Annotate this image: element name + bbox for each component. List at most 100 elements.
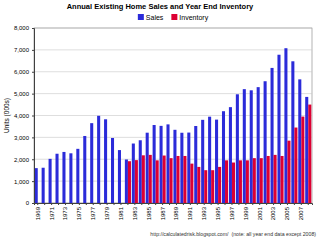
x-tick-label: 1989 (173, 206, 179, 220)
x-tick (238, 203, 239, 205)
bar (97, 116, 100, 203)
series-0 (35, 48, 309, 203)
x-tick-label: 1985 (146, 206, 152, 220)
bar (218, 167, 221, 203)
bar (190, 164, 193, 203)
bar (180, 133, 183, 203)
x-tick: 2003 (270, 203, 276, 220)
x-tick: 1983 (132, 203, 138, 220)
x-tick-mark (58, 203, 59, 205)
x-tick-mark (148, 203, 149, 205)
y-tick-label: 7,000 (14, 47, 30, 53)
x-tick (211, 203, 212, 205)
bar (208, 117, 211, 203)
x-tick-label: 1971 (49, 206, 55, 220)
bar (76, 149, 79, 203)
bar (201, 120, 204, 203)
x-tick-label: 1987 (160, 206, 166, 220)
y-axis: 01,0002,0003,0004,0005,0006,0007,0008,00… (14, 25, 35, 206)
x-tick-label: 2003 (270, 206, 276, 220)
x-tick-mark (169, 203, 170, 205)
x-tick: 1987 (160, 203, 166, 220)
bar (271, 68, 274, 203)
footnote: http://calculatedrisk.blogspot.com/(note… (150, 231, 316, 237)
x-tick-label: 1993 (201, 206, 207, 220)
legend-label: Sales (146, 14, 164, 21)
bar (156, 160, 159, 203)
y-tick-label: 4,000 (14, 113, 30, 119)
legend-swatch (171, 14, 177, 20)
y-tick: 4,000 (14, 113, 34, 119)
x-tick-mark (287, 203, 288, 205)
bar (187, 133, 190, 203)
x-tick: 2001 (257, 203, 263, 220)
legend-item: Inventory (171, 14, 208, 22)
x-tick: 1977 (90, 203, 96, 220)
y-tick-mark (32, 203, 34, 204)
x-axis-line (35, 204, 313, 206)
bar (291, 61, 294, 203)
x-tick-mark (197, 203, 198, 205)
bar (128, 161, 131, 203)
bar (215, 120, 218, 203)
bar (62, 152, 65, 203)
bar (281, 156, 284, 203)
x-tick (127, 203, 128, 205)
y-tick-mark (32, 159, 34, 160)
bar (243, 89, 246, 203)
y-axis-line (32, 29, 35, 204)
bar (308, 105, 311, 203)
x-tick-mark (79, 203, 80, 205)
bar (42, 168, 45, 203)
x-tick-mark (51, 203, 52, 205)
x-tick-label: 1997 (229, 206, 235, 220)
x-tick (252, 203, 253, 205)
plot: 1969197119731975197719791981198319851987… (14, 25, 313, 220)
y-tick-label: 1,000 (14, 179, 30, 185)
x-tick-mark (259, 203, 260, 205)
bar (194, 126, 197, 203)
x-tick-mark (218, 203, 219, 205)
y-tick-label: 5,000 (14, 91, 30, 97)
x-tick-mark (100, 203, 101, 205)
bar (298, 79, 301, 203)
bar (294, 128, 297, 203)
x-tick-mark (114, 203, 115, 205)
footnote-part: (note: all year end data except 2008) (232, 231, 317, 237)
y-tick-label: 8,000 (14, 25, 30, 31)
x-tick-mark (134, 203, 135, 205)
grid-line (34, 71, 312, 72)
x-tick: 1997 (229, 203, 235, 220)
x-tick-mark (266, 203, 267, 205)
legend-item: Sales (138, 14, 164, 21)
legend: Sales Inventory (138, 14, 209, 22)
y-tick-mark (32, 181, 34, 182)
x-tick-mark (155, 203, 156, 205)
grid-line (34, 181, 312, 182)
chart: Annual Existing Home Sales and Year End … (0, 0, 320, 239)
legend-swatch (138, 14, 144, 20)
x-tick-mark (204, 203, 205, 205)
x-tick-mark (44, 203, 45, 205)
y-axis-title: Units (000s) (3, 98, 11, 133)
x-tick (141, 203, 142, 205)
bar (83, 136, 86, 203)
x-tick (86, 203, 87, 205)
x-tick (280, 203, 281, 205)
x-tick: 1981 (118, 203, 124, 220)
x-tick-mark (65, 203, 66, 205)
grid-line (34, 137, 312, 138)
bar (173, 130, 176, 203)
y-tick-label: 2,000 (14, 157, 30, 163)
y-tick: 3,000 (14, 135, 34, 141)
bar (69, 153, 72, 203)
bar (146, 133, 149, 203)
bar (125, 159, 128, 203)
plot-area (34, 28, 312, 203)
x-tick: 2005 (284, 203, 290, 220)
bar (49, 159, 52, 203)
bar (90, 123, 93, 203)
x-tick: 1999 (243, 203, 249, 220)
bar (132, 144, 135, 203)
y-tick: 6,000 (14, 69, 34, 75)
